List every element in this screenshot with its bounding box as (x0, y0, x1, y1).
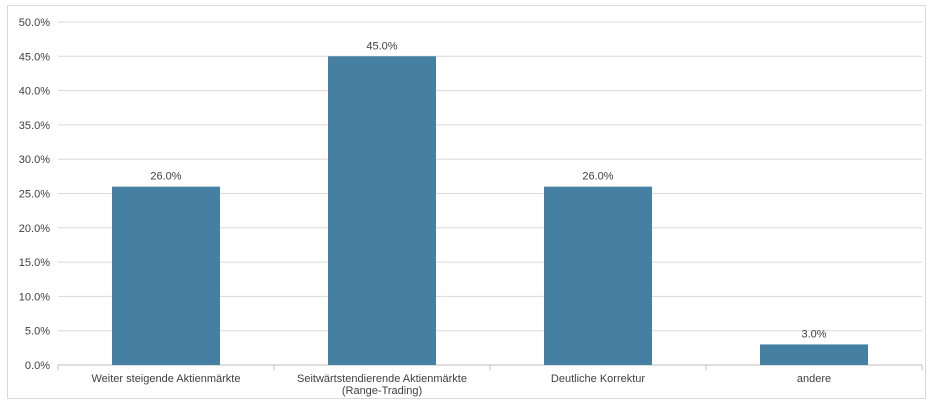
y-tick-label: 35.0% (19, 120, 50, 132)
y-tick-label: 0.0% (25, 360, 50, 372)
data-label: 26.0% (582, 171, 613, 183)
y-tick-label: 40.0% (19, 86, 50, 98)
y-tick-label: 5.0% (25, 326, 50, 338)
bar (760, 344, 868, 365)
y-tick-label: 10.0% (19, 291, 50, 303)
y-tick-label: 50.0% (19, 17, 50, 29)
y-tick-label: 30.0% (19, 154, 50, 166)
y-tick-label: 25.0% (19, 189, 50, 201)
data-label: 45.0% (366, 40, 397, 52)
x-category-label: Weiter steigende Aktienmärkte (92, 373, 241, 385)
bar (328, 56, 436, 366)
x-category-label: (Range-Trading) (342, 385, 422, 397)
x-category-label: andere (797, 373, 831, 385)
data-label: 3.0% (801, 328, 826, 340)
bar (112, 186, 220, 365)
y-tick-label: 20.0% (19, 223, 50, 235)
x-category-label: Deutliche Korrektur (551, 373, 645, 385)
y-tick-label: 45.0% (19, 51, 50, 63)
y-tick-label: 15.0% (19, 257, 50, 269)
x-category-label: Seitwärtstendierende Aktienmärkte (297, 373, 467, 385)
bar (544, 186, 652, 365)
data-label: 26.0% (150, 171, 181, 183)
